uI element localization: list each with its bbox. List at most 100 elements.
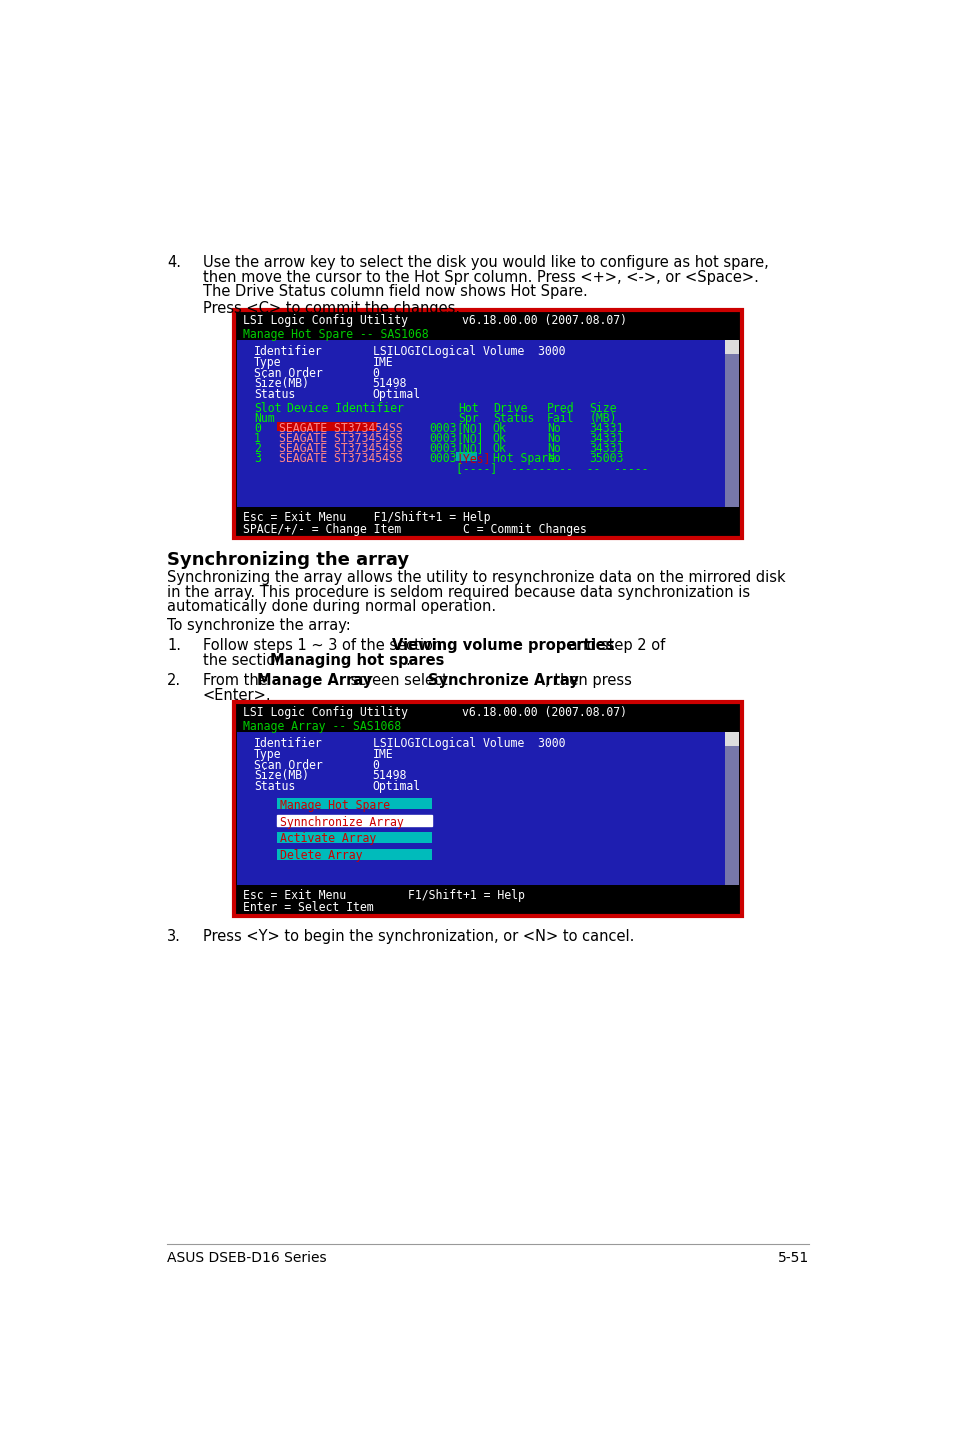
Text: Manage Hot Spare: Manage Hot Spare [279, 798, 389, 811]
Text: [Yes]: [Yes] [456, 452, 490, 464]
Text: SEAGATE ST373454SS: SEAGATE ST373454SS [278, 452, 402, 464]
Text: Status: Status [493, 413, 534, 426]
Text: 35003: 35003 [589, 452, 623, 464]
Text: Type: Type [253, 748, 281, 761]
Bar [236, 341, 724, 506]
Text: 0: 0 [373, 758, 379, 772]
Text: Activate Array: Activate Array [279, 833, 375, 846]
Text: IME: IME [373, 748, 393, 761]
Text: <Enter>.: <Enter>. [203, 687, 272, 703]
Text: 0: 0 [373, 367, 379, 380]
Text: v6.18.00.00 (2007.08.07): v6.18.00.00 (2007.08.07) [461, 706, 626, 719]
Text: Optimal: Optimal [373, 388, 420, 401]
Text: , then press: , then press [545, 673, 632, 687]
Bar [236, 884, 739, 913]
Text: Ok: Ok [493, 431, 506, 444]
Bar [236, 506, 739, 535]
Text: 0003: 0003 [429, 452, 456, 464]
Text: Num: Num [253, 413, 274, 426]
Text: No: No [546, 452, 560, 464]
Text: 2.: 2. [167, 673, 181, 687]
Text: From the: From the [203, 673, 272, 687]
Text: Synchronize Array: Synchronize Array [428, 673, 578, 687]
Text: IME: IME [373, 355, 393, 368]
Text: LSILOGICLogical Volume  3000: LSILOGICLogical Volume 3000 [373, 736, 564, 751]
Text: Ok: Ok [493, 441, 506, 454]
Bar [277, 421, 376, 431]
Text: in the array. This procedure is seldom required because data synchronization is: in the array. This procedure is seldom r… [167, 584, 750, 600]
Text: ASUS DSEB-D16 Series: ASUS DSEB-D16 Series [167, 1251, 327, 1264]
Text: Synchronizing the array allows the utility to resynchronize data on the mirrored: Synchronizing the array allows the utili… [167, 569, 785, 585]
Text: Status: Status [253, 779, 295, 794]
Text: [NO]: [NO] [456, 441, 483, 454]
Bar [724, 732, 739, 746]
Text: 34331: 34331 [589, 431, 623, 444]
Text: 1: 1 [253, 431, 261, 444]
Text: Device Identifier: Device Identifier [287, 403, 404, 416]
Text: then move the cursor to the Hot Spr column. Press <+>, <->, or <Space>.: then move the cursor to the Hot Spr colu… [203, 269, 758, 285]
Text: Identifier: Identifier [253, 736, 322, 751]
Text: Spr: Spr [457, 413, 478, 426]
Text: Pred: Pred [546, 403, 574, 416]
Bar [233, 702, 741, 916]
Text: SEAGATE ST373454SS: SEAGATE ST373454SS [278, 421, 402, 436]
Text: v6.18.00.00 (2007.08.07): v6.18.00.00 (2007.08.07) [461, 315, 626, 328]
Text: Manage Array -- SAS1068: Manage Array -- SAS1068 [243, 720, 401, 733]
Bar [233, 309, 741, 538]
Text: Enter = Select Item: Enter = Select Item [243, 902, 374, 915]
Text: the section: the section [203, 653, 289, 669]
Text: Scan Order: Scan Order [253, 758, 322, 772]
Text: [NO]: [NO] [456, 431, 483, 444]
Bar [724, 341, 739, 354]
Text: Hot: Hot [457, 403, 478, 416]
Text: No: No [546, 441, 560, 454]
Text: Type: Type [253, 355, 281, 368]
Bar [236, 705, 739, 719]
Text: No: No [546, 421, 560, 436]
Text: Identifier: Identifier [253, 345, 322, 358]
Text: Use the arrow key to select the disk you would like to configure as hot spare,: Use the arrow key to select the disk you… [203, 255, 768, 270]
Text: 51498: 51498 [373, 377, 407, 390]
Text: Manage Array: Manage Array [256, 673, 372, 687]
Text: Fail: Fail [546, 413, 574, 426]
Text: (MB): (MB) [589, 413, 617, 426]
Text: Follow steps 1 ~ 3 of the section: Follow steps 1 ~ 3 of the section [203, 638, 446, 653]
Text: [----]  ---------  --  -----: [----] --------- -- ----- [456, 462, 648, 475]
Text: Status: Status [253, 388, 295, 401]
Text: 3.: 3. [167, 929, 181, 945]
Text: To synchronize the array:: To synchronize the array: [167, 618, 351, 633]
Text: 4.: 4. [167, 255, 181, 270]
Text: Size(MB): Size(MB) [253, 769, 309, 782]
Text: SEAGATE ST373454SS: SEAGATE ST373454SS [278, 441, 402, 454]
Text: .: . [404, 653, 409, 669]
Text: Press <C> to commit the changes.: Press <C> to commit the changes. [203, 301, 459, 316]
Text: Optimal: Optimal [373, 779, 420, 794]
Text: 51498: 51498 [373, 769, 407, 782]
Text: Press <Y> to begin the synchronization, or <N> to cancel.: Press <Y> to begin the synchronization, … [203, 929, 634, 945]
Text: 2: 2 [253, 441, 261, 454]
Text: Manage Hot Spare -- SAS1068: Manage Hot Spare -- SAS1068 [243, 328, 429, 341]
Text: Synchronizing the array: Synchronizing the array [167, 551, 409, 569]
Text: screen select: screen select [346, 673, 452, 687]
Text: 0003: 0003 [429, 431, 456, 444]
Text: Size: Size [589, 403, 617, 416]
Text: Esc = Exit Menu    F1/Shift+1 = Help: Esc = Exit Menu F1/Shift+1 = Help [243, 510, 490, 523]
Text: Managing hot spares: Managing hot spares [270, 653, 444, 669]
Bar [236, 732, 724, 884]
Bar [236, 326, 739, 341]
Text: LSI Logic Config Utility: LSI Logic Config Utility [243, 706, 408, 719]
Bar [277, 848, 432, 860]
Text: SPACE/+/- = Change Item         C = Commit Changes: SPACE/+/- = Change Item C = Commit Chang… [243, 523, 586, 536]
Text: LSILOGICLogical Volume  3000: LSILOGICLogical Volume 3000 [373, 345, 564, 358]
Text: 1.: 1. [167, 638, 181, 653]
Text: 5-51: 5-51 [777, 1251, 808, 1264]
Bar [724, 732, 739, 884]
Text: 34331: 34331 [589, 421, 623, 436]
Text: Synnchronize Array: Synnchronize Array [279, 815, 403, 828]
Bar [277, 831, 432, 843]
Text: Viewing volume properties: Viewing volume properties [392, 638, 614, 653]
Text: Slot: Slot [253, 403, 281, 416]
Text: 0: 0 [253, 421, 261, 436]
Text: SEAGATE ST373454SS: SEAGATE ST373454SS [278, 431, 402, 444]
Text: The Drive Status column field now shows Hot Spare.: The Drive Status column field now shows … [203, 285, 587, 299]
